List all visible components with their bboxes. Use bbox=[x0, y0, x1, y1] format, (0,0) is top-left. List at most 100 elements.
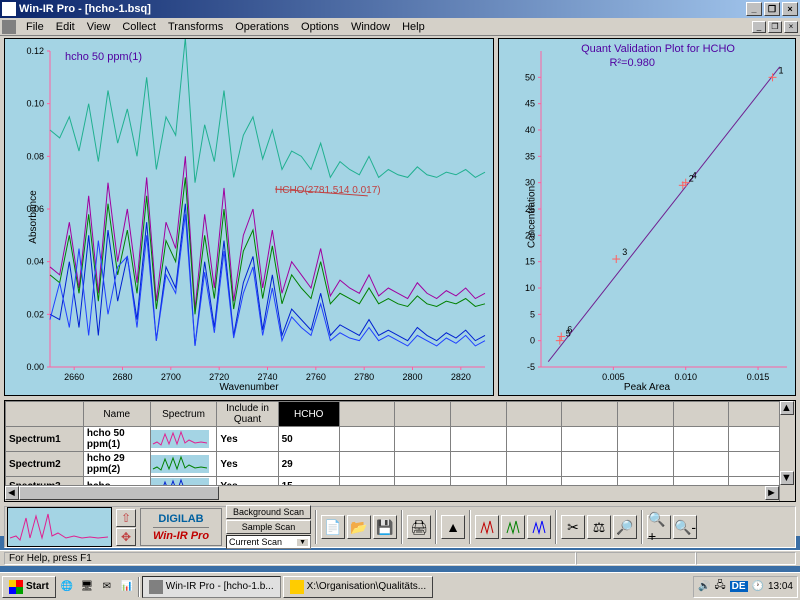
tray-icon-1[interactable]: 🔊 bbox=[698, 581, 710, 592]
svg-text:4: 4 bbox=[692, 171, 697, 181]
svg-text:2820: 2820 bbox=[451, 372, 471, 382]
mdi-maximize-button[interactable]: ❐ bbox=[768, 21, 782, 33]
spectrum-plot: 0.000.020.040.060.080.100.12282028002780… bbox=[5, 39, 495, 397]
include-cell[interactable]: Yes bbox=[217, 452, 278, 477]
quicklaunch-4[interactable]: 📊 bbox=[118, 578, 136, 596]
svg-text:30: 30 bbox=[525, 178, 535, 188]
save-button[interactable]: 💾 bbox=[373, 515, 397, 539]
quicklaunch-desktop[interactable]: 🖥 bbox=[78, 578, 96, 596]
close-button[interactable]: × bbox=[782, 2, 798, 16]
svg-text:2700: 2700 bbox=[161, 372, 181, 382]
svg-text:2740: 2740 bbox=[257, 372, 277, 382]
quicklaunch-ie[interactable]: 🌐 bbox=[58, 578, 76, 596]
balance-button[interactable]: ⚖ bbox=[587, 515, 611, 539]
menu-operations[interactable]: Operations bbox=[229, 20, 295, 34]
menu-view[interactable]: View bbox=[81, 20, 117, 34]
horizontal-scrollbar[interactable]: ◄ ► bbox=[5, 485, 779, 501]
nav-up-button[interactable]: ⇧ bbox=[116, 509, 136, 527]
spectrum-cell[interactable] bbox=[150, 452, 217, 477]
nav-all-button[interactable]: ✥ bbox=[116, 528, 136, 546]
name-cell[interactable]: hcho 29 ppm(2) bbox=[83, 452, 150, 477]
ref-button[interactable] bbox=[501, 515, 525, 539]
mdi-minimize-button[interactable]: _ bbox=[752, 21, 766, 33]
svg-text:-5: -5 bbox=[527, 362, 535, 372]
spectrum-preview[interactable] bbox=[7, 507, 112, 547]
col-header[interactable]: Include in Quant bbox=[217, 402, 278, 427]
svg-text:HCHO(2781.514 0.017): HCHO(2781.514 0.017) bbox=[275, 185, 381, 196]
open-button[interactable]: 📂 bbox=[347, 515, 371, 539]
print-button[interactable]: 🖨 bbox=[407, 515, 431, 539]
menu-help[interactable]: Help bbox=[396, 20, 431, 34]
col-header-empty[interactable] bbox=[618, 402, 674, 427]
col-header-empty[interactable] bbox=[395, 402, 451, 427]
col-header-empty[interactable] bbox=[562, 402, 618, 427]
quicklaunch-outlook[interactable]: ✉ bbox=[98, 578, 116, 596]
find-button[interactable]: 🔎 bbox=[613, 515, 637, 539]
menu-window[interactable]: Window bbox=[345, 20, 396, 34]
windows-logo-icon bbox=[9, 580, 23, 594]
svg-text:0.12: 0.12 bbox=[26, 46, 44, 56]
vertical-scrollbar[interactable]: ▲ ▼ bbox=[779, 401, 795, 501]
table-row[interactable]: Spectrum2 hcho 29 ppm(2) Yes 29 bbox=[6, 452, 785, 477]
collapse-button[interactable]: ▲ bbox=[441, 515, 465, 539]
validation-chart[interactable]: Quant Validation Plot for HCHO R²=0.980 … bbox=[498, 38, 796, 396]
peaks-button[interactable] bbox=[475, 515, 499, 539]
tray-icon-3[interactable]: 🕐 bbox=[752, 581, 764, 592]
spectrum-cell[interactable] bbox=[150, 427, 217, 452]
zoom-in-button[interactable]: 🔍+ bbox=[647, 515, 671, 539]
task-button-2[interactable]: X:\Organisation\Qualitäts... bbox=[283, 576, 433, 598]
col-header[interactable] bbox=[6, 402, 84, 427]
mdi-close-button[interactable]: × bbox=[784, 21, 798, 33]
hcho-cell[interactable]: 29 bbox=[278, 452, 339, 477]
include-cell[interactable]: Yes bbox=[217, 427, 278, 452]
tray-icon-2[interactable]: 🖧 bbox=[714, 578, 725, 595]
minimize-button[interactable]: _ bbox=[746, 2, 762, 16]
work-area: Absorbance Wavenumber hcho 50 ppm(1) 0.0… bbox=[0, 36, 800, 536]
col-header-empty[interactable] bbox=[673, 402, 729, 427]
app-icon bbox=[2, 2, 16, 16]
scan-select[interactable]: Current Scan bbox=[226, 535, 311, 549]
clock: 13:04 bbox=[768, 581, 793, 592]
menu-collect[interactable]: Collect bbox=[116, 20, 162, 34]
svg-text:6: 6 bbox=[567, 324, 572, 334]
table-row[interactable]: Spectrum1 hcho 50 ppm(1) Yes 50 bbox=[6, 427, 785, 452]
svg-text:40: 40 bbox=[525, 125, 535, 135]
spectrum-chart[interactable]: Absorbance Wavenumber hcho 50 ppm(1) 0.0… bbox=[4, 38, 494, 396]
svg-text:2660: 2660 bbox=[64, 372, 84, 382]
new-button[interactable]: 📄 bbox=[321, 515, 345, 539]
window-title: Win-IR Pro - [hcho-1.bsq] bbox=[19, 3, 151, 15]
task-icon bbox=[149, 580, 163, 594]
col-header[interactable]: Name bbox=[83, 402, 150, 427]
col-header[interactable]: Spectrum bbox=[150, 402, 217, 427]
background-scan-button[interactable]: Background Scan bbox=[226, 505, 311, 519]
spectrum-table[interactable]: NameSpectrumInclude in QuantHCHO Spectru… bbox=[4, 400, 796, 502]
mdi-icon[interactable] bbox=[2, 20, 16, 34]
col-header-empty[interactable] bbox=[339, 402, 395, 427]
col-header-empty[interactable] bbox=[506, 402, 562, 427]
menu-edit[interactable]: Edit bbox=[50, 20, 81, 34]
svg-text:0.02: 0.02 bbox=[26, 309, 44, 319]
system-tray[interactable]: 🔊 🖧 DE 🕐 13:04 bbox=[693, 576, 798, 598]
menu-options[interactable]: Options bbox=[295, 20, 345, 34]
overlay-button[interactable] bbox=[527, 515, 551, 539]
start-button[interactable]: Start bbox=[2, 576, 56, 598]
svg-text:0.04: 0.04 bbox=[26, 257, 44, 267]
zoom-out-button[interactable]: 🔍- bbox=[673, 515, 697, 539]
svg-text:0.005: 0.005 bbox=[602, 372, 625, 382]
col-header-empty[interactable] bbox=[729, 402, 785, 427]
maximize-button[interactable]: ❐ bbox=[764, 2, 780, 16]
svg-text:2720: 2720 bbox=[209, 372, 229, 382]
col-header-empty[interactable] bbox=[451, 402, 507, 427]
task-button-1[interactable]: Win-IR Pro - [hcho-1.b... bbox=[142, 576, 281, 598]
cut-button[interactable]: ✂ bbox=[561, 515, 585, 539]
menu-transforms[interactable]: Transforms bbox=[162, 20, 229, 34]
title-bar: Win-IR Pro - [hcho-1.bsq] _ ❐ × bbox=[0, 0, 800, 18]
col-header[interactable]: HCHO bbox=[278, 402, 339, 427]
svg-text:0.010: 0.010 bbox=[674, 372, 697, 382]
svg-text:0: 0 bbox=[530, 336, 535, 346]
language-indicator[interactable]: DE bbox=[730, 581, 748, 592]
hcho-cell[interactable]: 50 bbox=[278, 427, 339, 452]
sample-scan-button[interactable]: Sample Scan bbox=[226, 520, 311, 534]
name-cell[interactable]: hcho 50 ppm(1) bbox=[83, 427, 150, 452]
menu-file[interactable]: File bbox=[20, 20, 50, 34]
